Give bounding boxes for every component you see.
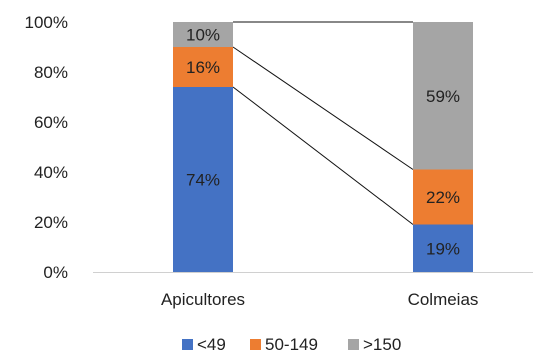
y-tick-label: 0%	[43, 263, 68, 282]
bar-segment	[413, 22, 473, 170]
data-label: 74%	[186, 171, 220, 190]
legend-swatch	[182, 339, 193, 350]
bar-segment	[173, 47, 233, 87]
x-category-label: Apicultores	[161, 290, 245, 309]
legend-label: 50-149	[265, 335, 318, 354]
bars	[173, 22, 473, 272]
bar-segment	[173, 87, 233, 272]
x-category-label: Colmeias	[408, 290, 479, 309]
y-tick-label: 40%	[34, 163, 68, 182]
legend-label: <49	[197, 335, 226, 354]
legend-label: >150	[363, 335, 401, 354]
data-label: 19%	[426, 239, 460, 258]
series-line	[232, 86, 414, 225]
y-tick-label: 20%	[34, 213, 68, 232]
series-line	[232, 46, 414, 170]
legend: <49 50-149 >150	[182, 335, 401, 354]
series-lines	[232, 21, 414, 225]
x-axis-labels: Apicultores Colmeias	[161, 290, 478, 309]
data-label: 22%	[426, 188, 460, 207]
bar-segment	[413, 169, 473, 225]
legend-swatch	[348, 339, 359, 350]
data-labels: 74% 16% 10% 19% 22% 59%	[186, 26, 460, 259]
y-tick-label: 60%	[34, 113, 68, 132]
y-axis-ticks: 0% 20% 40% 60% 80% 100%	[25, 13, 68, 282]
data-label: 59%	[426, 87, 460, 106]
y-tick-label: 80%	[34, 63, 68, 82]
data-label: 10%	[186, 26, 220, 45]
bar-segment	[173, 22, 233, 47]
data-label: 16%	[186, 58, 220, 77]
legend-swatch	[250, 339, 261, 350]
y-tick-label: 100%	[25, 13, 68, 32]
bar-segment	[413, 224, 473, 272]
